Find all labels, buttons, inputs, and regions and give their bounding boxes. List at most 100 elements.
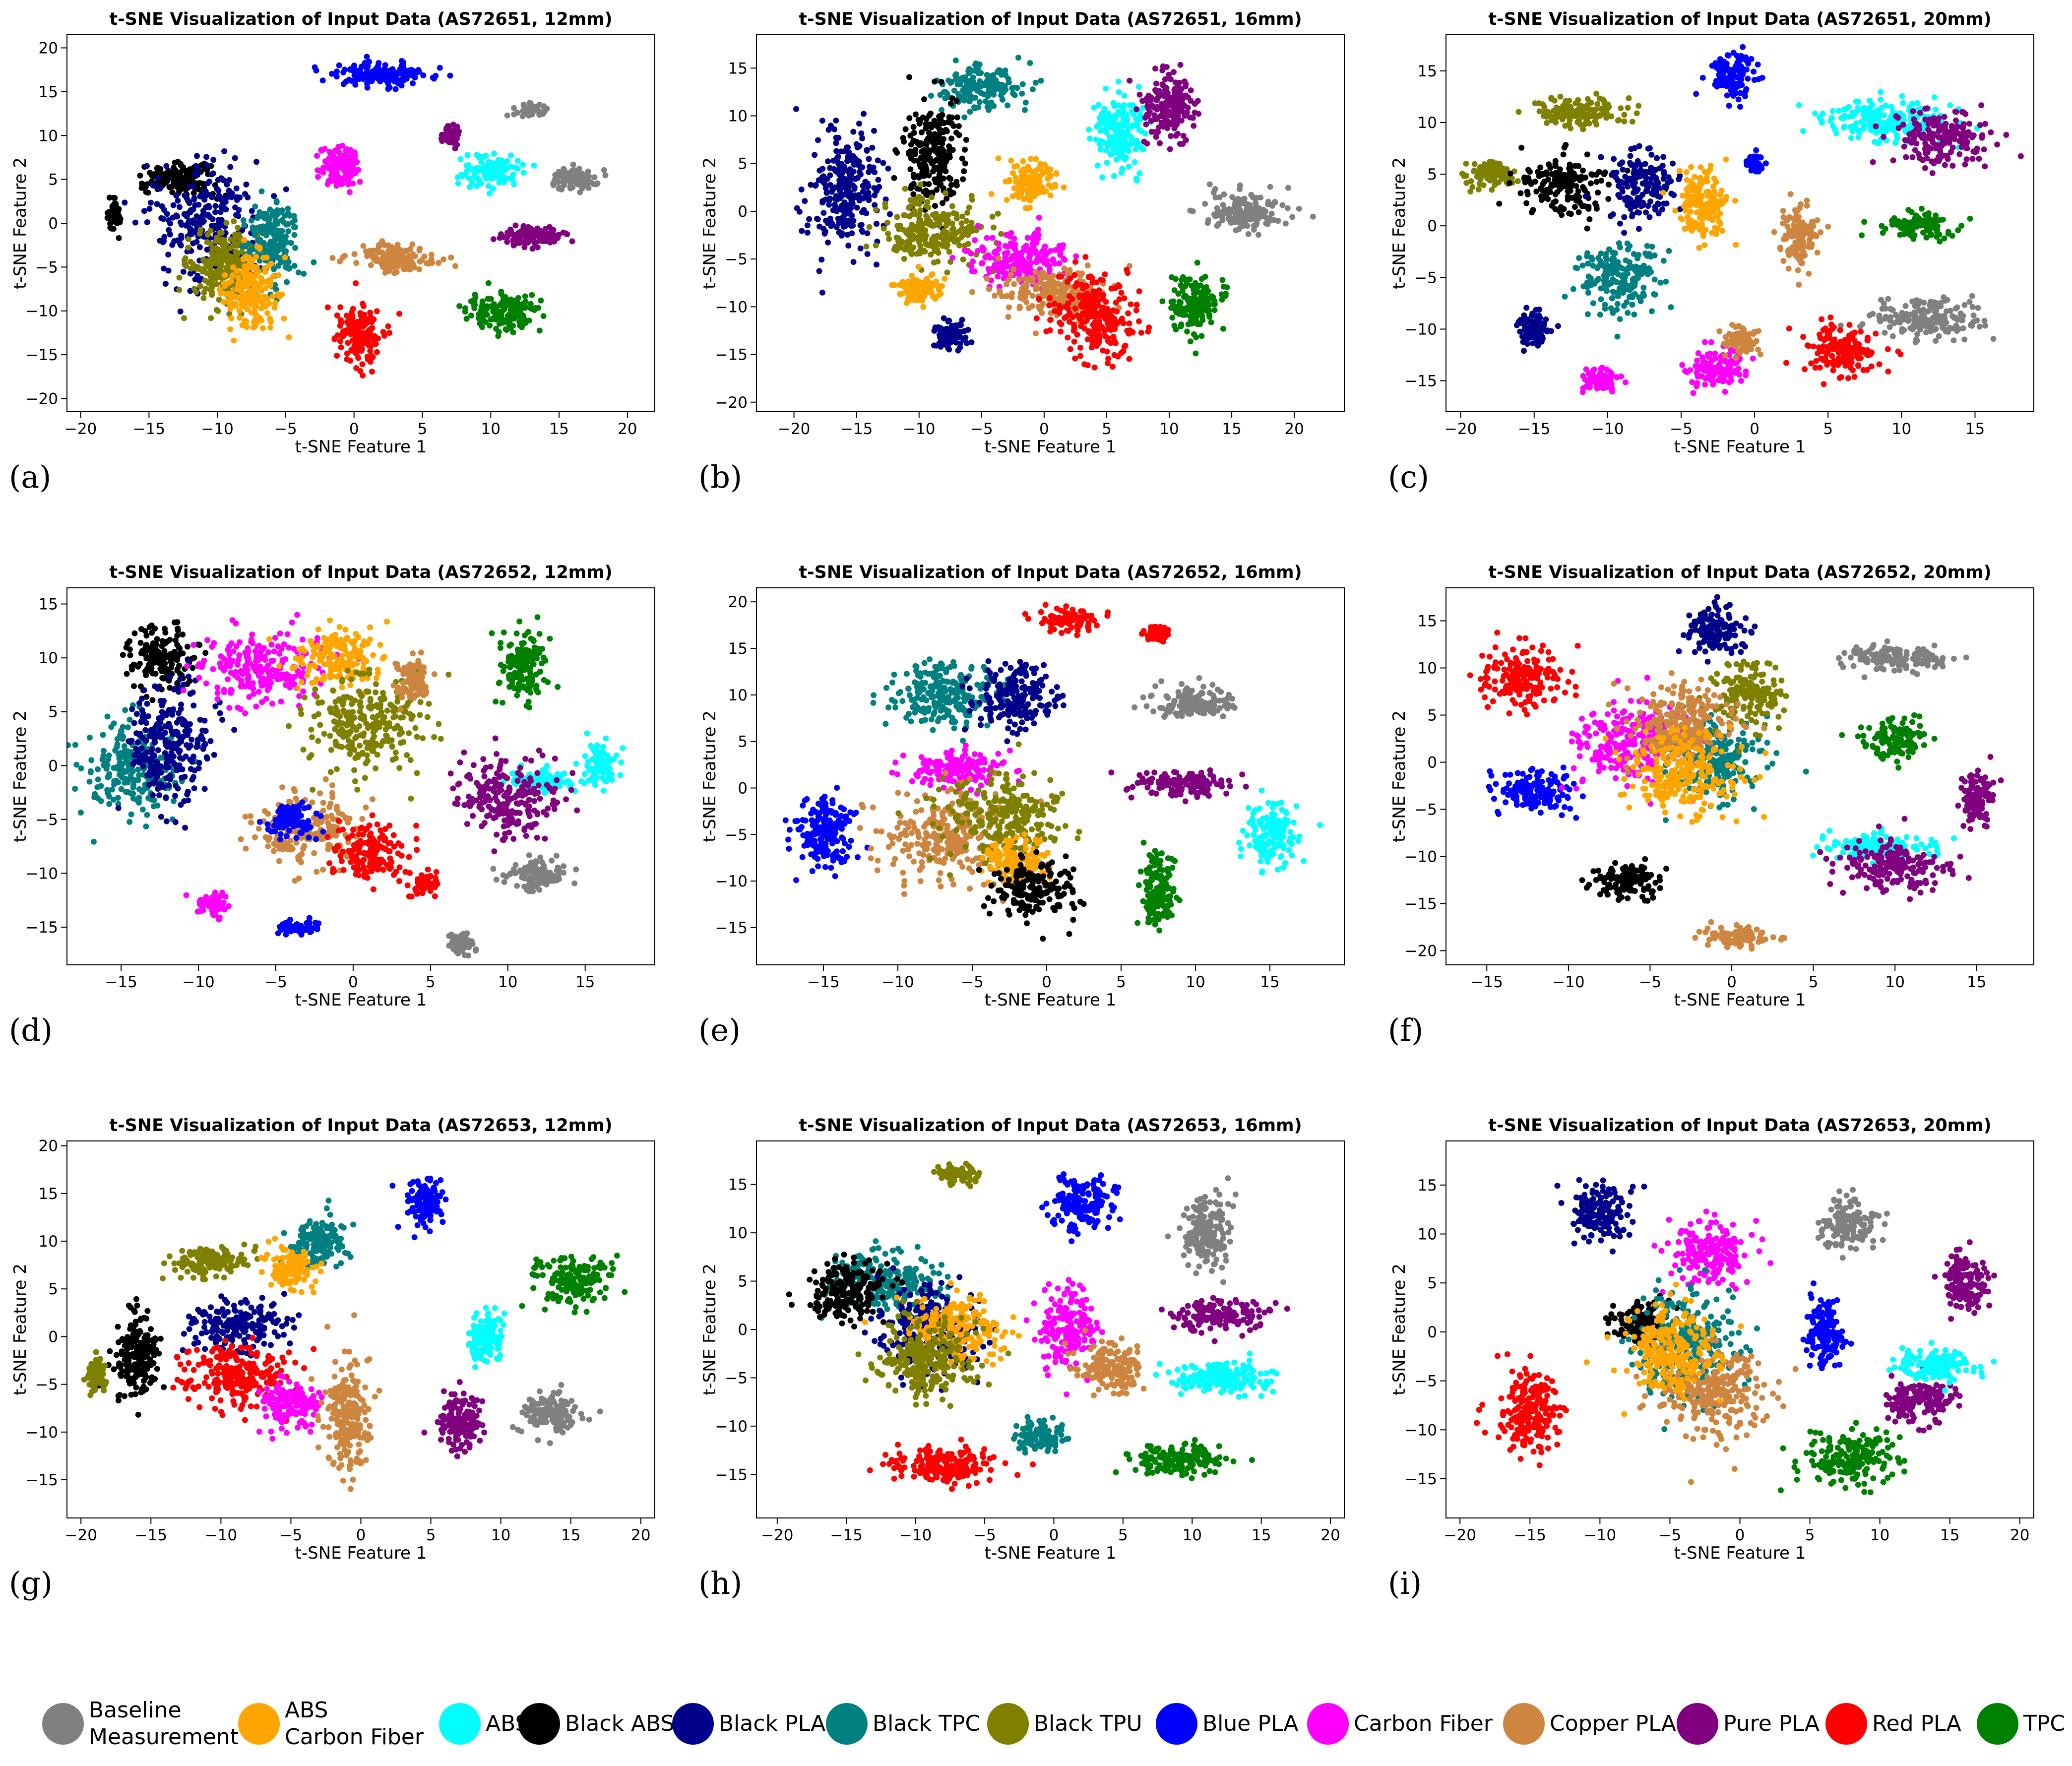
data-point (1184, 328, 1190, 334)
data-point (369, 73, 375, 79)
data-point (354, 159, 360, 165)
data-point (537, 327, 543, 333)
data-point (462, 309, 468, 315)
data-point (1026, 305, 1032, 311)
data-point (1138, 330, 1144, 336)
data-point (353, 280, 359, 286)
data-point (931, 259, 937, 265)
data-point (846, 202, 852, 208)
data-point (493, 161, 499, 167)
data-point (345, 340, 351, 346)
data-point (337, 323, 343, 329)
x-tick-label: 0 (349, 420, 359, 438)
x-tick-label: −15 (133, 420, 165, 438)
data-point (799, 228, 805, 234)
data-point (996, 255, 1002, 261)
data-point (886, 236, 892, 242)
data-point (978, 70, 984, 76)
data-point (175, 198, 181, 204)
data-point (1016, 182, 1022, 188)
data-point (314, 153, 320, 159)
data-point (1221, 191, 1227, 197)
data-point (937, 169, 943, 175)
data-point (1079, 319, 1085, 325)
data-point (967, 109, 973, 115)
data-point (491, 301, 497, 307)
data-point (112, 195, 118, 201)
data-point (257, 281, 263, 287)
data-point (859, 228, 865, 234)
data-point (519, 315, 525, 320)
data-point (176, 287, 182, 293)
data-point (820, 226, 826, 232)
data-point (926, 130, 932, 136)
x-axis-label: t-SNE Feature 1 (295, 437, 427, 457)
data-point (398, 248, 404, 253)
data-point (1059, 245, 1065, 251)
data-point (1122, 295, 1128, 301)
data-point (546, 238, 552, 244)
data-point (911, 124, 917, 130)
x-tick-label: −10 (201, 420, 233, 438)
data-point (182, 192, 188, 198)
data-point (1206, 308, 1212, 314)
data-point (926, 173, 932, 179)
data-point (452, 263, 458, 269)
data-point (1143, 122, 1149, 127)
data-point (338, 344, 344, 350)
data-point (222, 205, 228, 211)
data-point (931, 342, 937, 348)
data-point (929, 194, 935, 200)
data-point (1130, 137, 1135, 143)
data-point (222, 272, 228, 278)
data-point (996, 155, 1002, 161)
data-point (1537, 108, 1543, 114)
data-point (175, 159, 181, 165)
data-point (448, 254, 454, 260)
data-point (833, 135, 839, 141)
data-point (1153, 81, 1159, 87)
data-point (1193, 351, 1198, 357)
data-point (1108, 152, 1114, 158)
data-point (984, 276, 990, 282)
data-point (1126, 148, 1131, 154)
data-point (208, 241, 214, 247)
data-point (267, 206, 273, 212)
data-point (118, 216, 124, 222)
data-point (947, 176, 953, 182)
data-point (1195, 111, 1201, 117)
data-point (1149, 103, 1155, 109)
data-point (231, 337, 237, 343)
data-point (855, 162, 861, 168)
data-point (1234, 210, 1240, 216)
data-point (1036, 215, 1042, 221)
data-point (1021, 166, 1027, 172)
x-tick-label: −5 (970, 420, 993, 438)
data-point (217, 287, 223, 293)
data-point (932, 118, 938, 124)
data-point (238, 279, 244, 285)
data-point (116, 207, 122, 213)
data-point (561, 230, 566, 236)
data-point (1035, 179, 1041, 185)
data-point (1175, 82, 1181, 88)
data-point (1192, 315, 1198, 320)
data-point (1145, 93, 1151, 99)
data-point (822, 231, 828, 237)
data-point (412, 253, 418, 259)
data-point (1157, 140, 1163, 146)
data-point (991, 225, 997, 231)
data-point (1144, 98, 1150, 104)
data-point (1033, 80, 1039, 86)
y-tick-label: −15 (715, 346, 748, 364)
data-point (815, 216, 821, 222)
data-point (1136, 142, 1142, 148)
data-point (504, 113, 510, 119)
data-point (1032, 269, 1038, 275)
data-point (487, 322, 493, 328)
data-point (212, 245, 218, 251)
data-point (285, 228, 291, 234)
data-point (251, 298, 257, 304)
data-point (1023, 100, 1029, 106)
data-point (258, 305, 264, 311)
